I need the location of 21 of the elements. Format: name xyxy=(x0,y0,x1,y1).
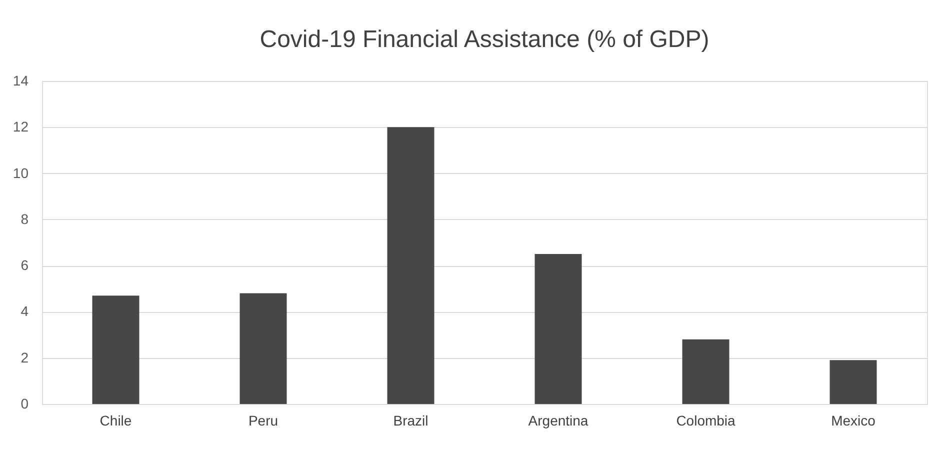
bar xyxy=(240,293,287,404)
bar xyxy=(387,127,434,404)
bar xyxy=(92,296,140,404)
x-tick-label: Chile xyxy=(100,412,132,428)
x-tick-label: Colombia xyxy=(676,412,736,428)
x-tick-label: Brazil xyxy=(393,412,428,428)
bar xyxy=(534,254,582,404)
x-tick-label: Argentina xyxy=(528,412,588,428)
y-tick-label: 2 xyxy=(20,349,29,366)
x-tick-label: Mexico xyxy=(831,412,876,428)
chart-title: Covid-19 Financial Assistance (% of GDP) xyxy=(260,26,710,53)
x-tick-label: Peru xyxy=(248,412,278,428)
y-tick-label: 6 xyxy=(20,257,29,274)
y-tick-label: 0 xyxy=(20,396,29,412)
y-tick-label: 8 xyxy=(20,210,29,227)
y-tick-label: 12 xyxy=(12,118,29,135)
y-tick-label: 4 xyxy=(20,303,29,320)
y-tick-label: 10 xyxy=(12,164,29,181)
bar xyxy=(682,339,730,404)
y-tick-label: 14 xyxy=(12,72,29,88)
bar xyxy=(830,360,877,404)
